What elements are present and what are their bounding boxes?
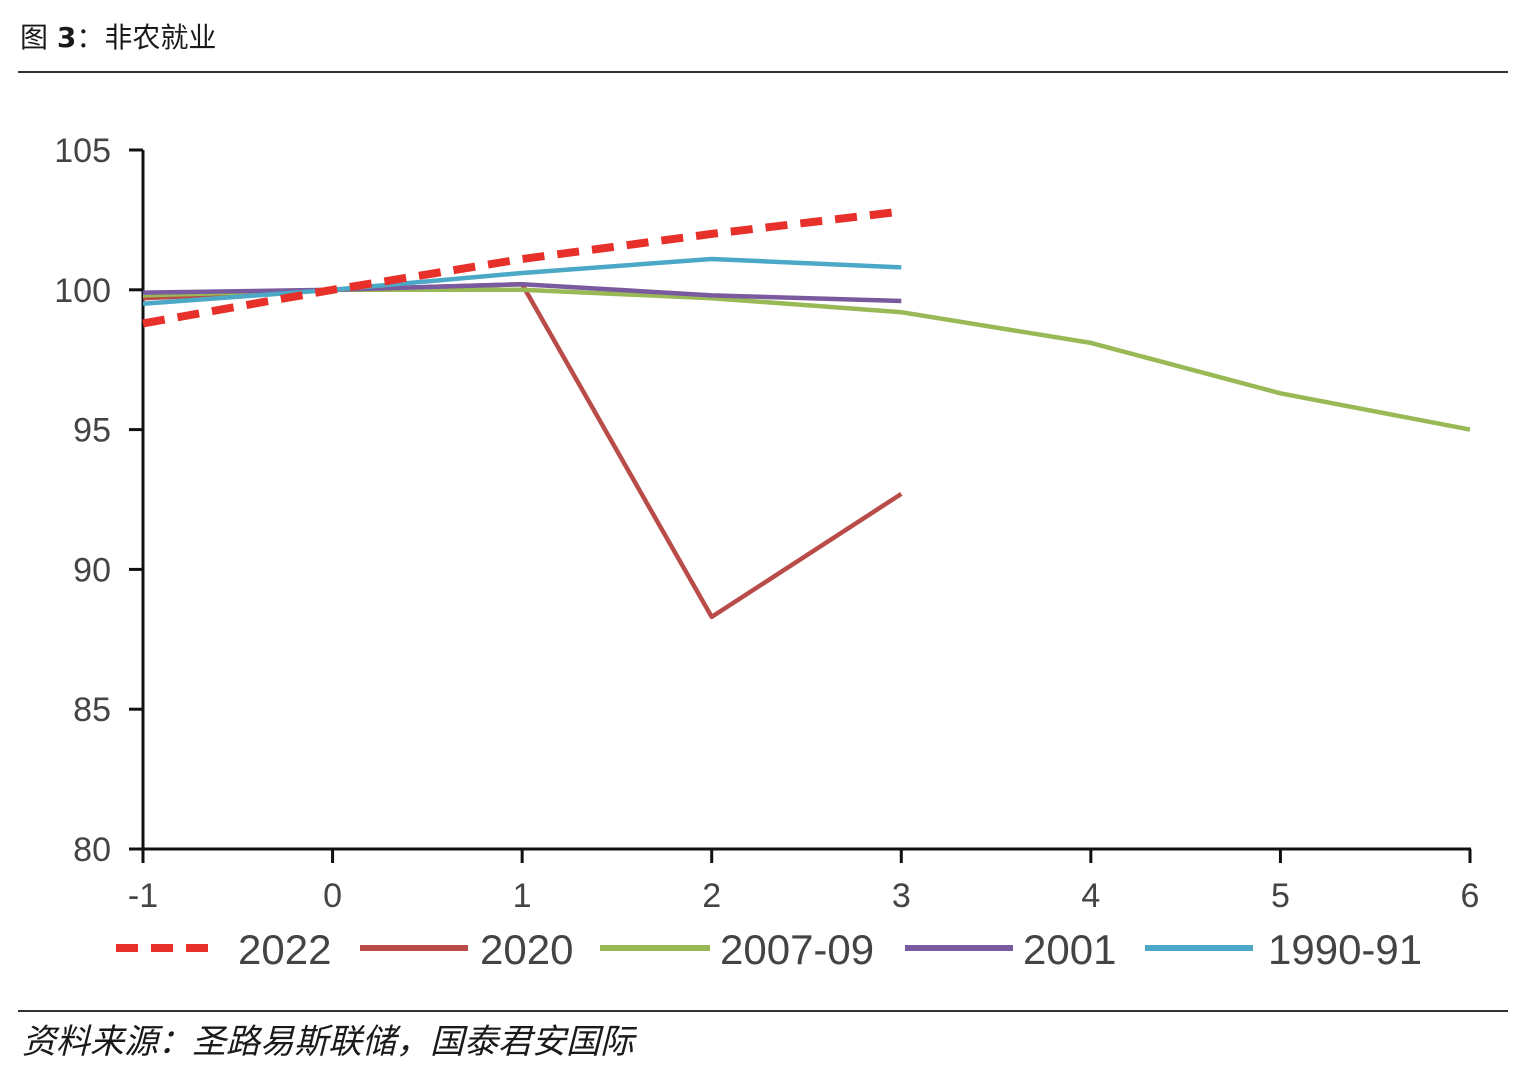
figure-title-text: 非农就业 [104,21,217,54]
y-tick-label: 100 [54,272,111,310]
top-divider [18,71,1508,73]
series-line-1990-91 [142,256,902,307]
legend-label-2007-09: 2007-09 [720,926,874,973]
x-tick-label: 2 [702,877,721,915]
figure-number: 3 [56,21,77,54]
x-tick-label: 6 [1461,877,1480,915]
x-tick-label: 0 [323,877,342,915]
x-tick-label: -1 [128,877,158,915]
series-line-2007-09 [142,287,1471,432]
legend-label-2022: 2022 [238,926,331,973]
y-tick-label: 95 [73,412,111,450]
figure-title: 图 3：非农就业 [20,16,216,56]
figure-title-separator: ： [76,21,105,54]
bottom-divider [18,1010,1508,1012]
series-line-2022 [142,207,902,328]
x-tick-label: 1 [513,877,532,915]
x-tick-label: 3 [892,877,911,915]
y-tick-label: 85 [73,691,111,729]
source-note: 资料来源：圣路易斯联储，国泰君安国际 [22,1022,634,1062]
figure-title-prefix: 图 [20,21,49,54]
line-chart: 80 85 90 95 100 105 -1 0 1 2 3 4 5 6 2022 2020 2007-09 20… [54,132,1480,973]
y-tick-label: 80 [73,831,111,869]
series-line-2020 [142,281,903,620]
x-tick-label: 5 [1271,877,1290,915]
legend-label-2001: 2001 [1023,926,1116,973]
legend-label-1990-91: 1990-91 [1268,926,1422,973]
y-tick-label: 105 [54,132,111,170]
x-tick-label: 4 [1081,877,1100,915]
legend-label-2020: 2020 [480,926,573,973]
y-tick-label: 90 [73,551,111,589]
series-line-2001 [142,281,902,304]
